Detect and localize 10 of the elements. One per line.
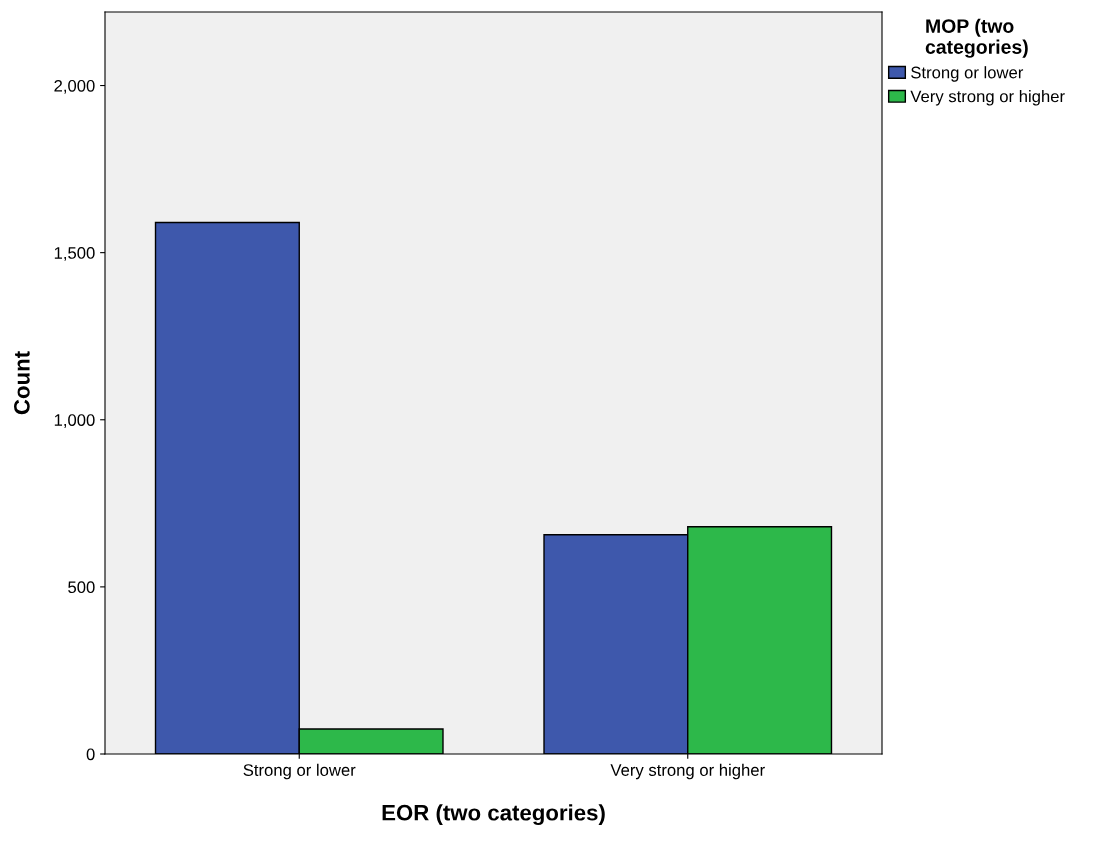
- legend-title: MOP (two categories): [925, 18, 1028, 58]
- legend-label: Strong or lower: [911, 66, 1024, 82]
- legend-label: Very strong or higher: [910, 90, 1065, 106]
- y-tick-label: 2,000: [54, 79, 95, 94]
- y-tick-label: 1,000: [54, 414, 95, 428]
- x-axis-title: EOR (two categories): [382, 804, 605, 826]
- y-tick-label: 1,500: [54, 247, 95, 261]
- y-tick-label: 500: [68, 581, 95, 594]
- y-tick-label: 0: [86, 748, 95, 761]
- y-axis-title: Count: [14, 351, 30, 415]
